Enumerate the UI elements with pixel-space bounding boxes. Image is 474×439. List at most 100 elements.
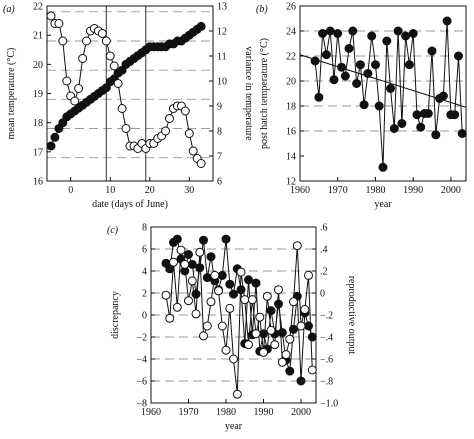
y-right-tick-label: 7 xyxy=(217,152,222,163)
data-point-filled xyxy=(225,279,235,289)
data-point-open xyxy=(277,357,287,367)
data-point-open xyxy=(225,303,235,313)
x-tick-label: 1990 xyxy=(254,407,274,418)
data-point-filled xyxy=(307,332,317,342)
x-tick-label: 1970 xyxy=(179,407,199,418)
y-right-tick-label: 13 xyxy=(217,2,227,13)
data-point-filled xyxy=(404,60,414,70)
data-point-filled xyxy=(389,124,399,133)
x-tick-label: 2000 xyxy=(291,407,311,418)
data-point-filled xyxy=(408,29,418,38)
data-point-filled xyxy=(371,60,380,70)
data-point-open xyxy=(292,241,302,251)
data-point-open xyxy=(289,297,298,307)
series-line-open xyxy=(165,245,313,395)
data-point-open xyxy=(82,36,91,46)
data-point-open xyxy=(169,257,178,267)
data-point-open xyxy=(240,295,250,305)
data-point-open xyxy=(188,146,198,156)
y-right-tick-label: −1.0 xyxy=(320,399,338,410)
data-point-open xyxy=(296,321,306,331)
y-tick-label: 0 xyxy=(142,311,147,322)
x-axis-label: date (days of June) xyxy=(92,199,168,210)
data-point-filled xyxy=(206,252,216,262)
data-point-open xyxy=(285,334,295,344)
y-right-tick-label: .2 xyxy=(320,267,328,278)
data-point-open xyxy=(62,76,72,86)
data-point-filled xyxy=(187,259,197,269)
data-point-filled xyxy=(244,275,253,285)
y-tick-label: 16 xyxy=(33,177,43,188)
data-point-filled xyxy=(340,71,350,81)
y-right-tick-label: −.2 xyxy=(320,311,333,322)
data-point-open xyxy=(97,29,107,38)
y-right-tick-label: 9 xyxy=(217,102,222,113)
data-point-open xyxy=(161,290,171,300)
data-point-filled xyxy=(251,278,261,288)
data-point-open xyxy=(74,84,84,93)
data-point-filled xyxy=(325,26,335,36)
y-right-tick-label: 8 xyxy=(217,127,222,138)
data-point-filled xyxy=(374,101,384,111)
x-axis-label: year xyxy=(225,421,243,432)
y-tick-label: 19 xyxy=(33,89,43,100)
data-point-filled xyxy=(296,376,306,386)
data-point-open xyxy=(180,259,190,269)
x-tick-label: 30 xyxy=(184,185,194,196)
data-point-open xyxy=(109,61,119,71)
x-tick-label: 1990 xyxy=(403,185,423,196)
data-point-filled xyxy=(363,69,373,78)
data-point-filled xyxy=(202,273,212,283)
x-tick-label: 1970 xyxy=(328,185,348,196)
y-tick-label: 6 xyxy=(142,245,147,256)
y-tick-label: 12 xyxy=(286,177,296,188)
y-tick-label: 24 xyxy=(286,27,296,38)
data-point-open xyxy=(187,276,197,286)
y-right-tick-label: −.4 xyxy=(320,333,333,344)
panel-label: (b) xyxy=(256,4,268,15)
data-point-filled xyxy=(367,31,377,41)
data-point-filled xyxy=(454,51,463,61)
data-point-open xyxy=(196,159,206,168)
data-point-open xyxy=(70,96,80,106)
data-point-filled xyxy=(277,328,287,338)
data-point-open xyxy=(206,297,216,307)
y-tick-label: 8 xyxy=(142,223,147,234)
data-point-filled xyxy=(359,100,369,110)
data-point-open xyxy=(300,305,310,314)
data-point-filled xyxy=(457,129,467,138)
data-point-open xyxy=(210,270,220,280)
data-point-filled xyxy=(333,29,343,38)
y-tick-label: −4 xyxy=(136,355,147,366)
series-line-filled xyxy=(165,238,313,382)
y-right-tick-label: .6 xyxy=(320,223,328,234)
x-axis-label: year xyxy=(374,199,392,210)
data-point-filled xyxy=(450,110,460,120)
data-point-filled xyxy=(431,130,441,140)
data-point-open xyxy=(266,325,276,335)
panel-0: 0 10 20 30 16 17 18 19 20 21 22 6 7 8 9 10 11 12 13 (a) date… xyxy=(3,2,254,211)
data-point-filled xyxy=(344,44,354,53)
data-point-filled xyxy=(397,119,407,128)
x-tick-label: 2000 xyxy=(441,185,461,196)
data-point-filled xyxy=(416,122,426,132)
x-tick-label: 20 xyxy=(145,185,155,196)
data-point-filled xyxy=(314,92,324,102)
data-point-filled xyxy=(199,235,208,245)
y-right-tick-label: 11 xyxy=(217,52,227,63)
data-point-open xyxy=(244,340,253,350)
data-point-open xyxy=(195,247,205,257)
data-point-open xyxy=(46,11,56,21)
data-point-open xyxy=(105,51,115,61)
panel-label: (c) xyxy=(107,225,119,236)
data-point-filled xyxy=(285,366,295,376)
data-point-filled xyxy=(352,79,362,88)
data-point-open xyxy=(307,365,317,375)
data-point-open xyxy=(251,329,261,339)
data-point-filled xyxy=(196,21,206,31)
data-point-open xyxy=(270,340,280,350)
data-point-open xyxy=(274,285,283,295)
x-tick-label: 0 xyxy=(68,185,73,196)
data-point-open xyxy=(281,350,291,360)
